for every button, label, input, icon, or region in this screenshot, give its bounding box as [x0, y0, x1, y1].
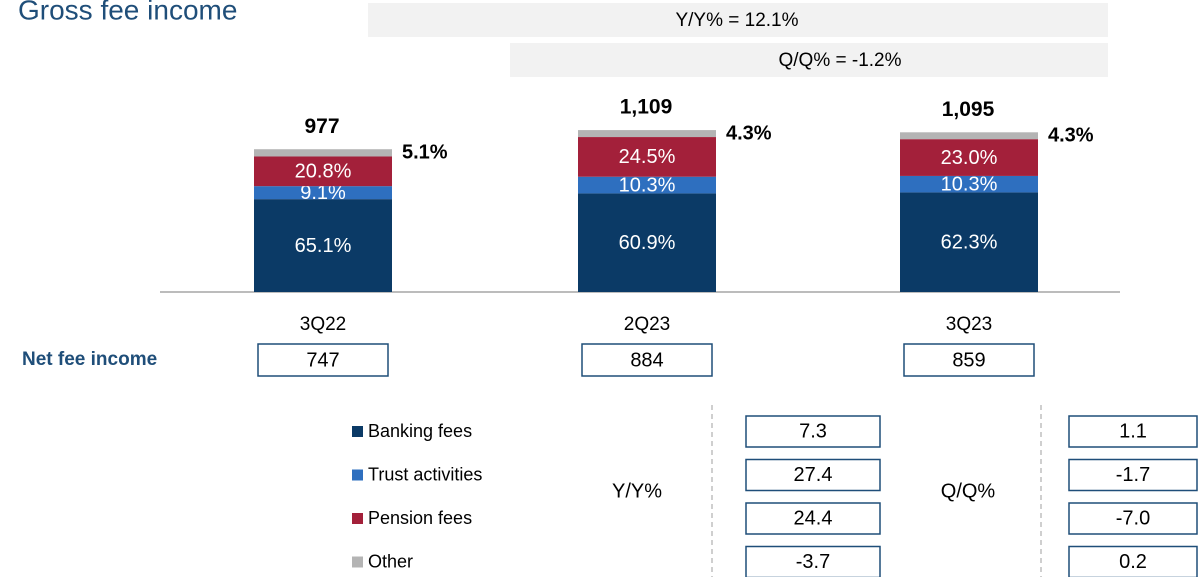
legend-label: Trust activities: [368, 464, 482, 484]
bar-segment: [578, 193, 716, 292]
legend-swatch: [352, 426, 363, 437]
net-fee-label: Net fee income: [22, 349, 157, 370]
bar-segment: [900, 192, 1038, 292]
qq-value: 1.1: [1119, 420, 1147, 442]
bar-segment: [254, 149, 392, 157]
segment-label: 24.5%: [619, 146, 676, 168]
qq-banner: Q/Q% = -1.2%: [778, 50, 901, 71]
yy-box: [745, 502, 881, 535]
legend-swatch: [352, 469, 363, 481]
yy-value: 27.4: [794, 464, 833, 486]
yy-banner: Y/Y% = 12.1%: [675, 10, 798, 31]
net-fee-box: [903, 343, 1035, 377]
total-label: 977: [304, 115, 339, 138]
yy-box: [745, 545, 881, 577]
qq-box: [1068, 545, 1198, 577]
qq-box: [1068, 415, 1198, 448]
qq-value: -1.7: [1116, 464, 1150, 486]
legend-label: Other: [368, 551, 413, 571]
segment-label: 5.1%: [402, 141, 448, 163]
yy-value: 7.3: [799, 420, 827, 442]
yy-banner-bg: [368, 3, 1108, 37]
segment-label: 9.1%: [300, 182, 346, 204]
bar-segment: [254, 186, 392, 200]
legend-label: Pension fees: [368, 508, 472, 528]
segment-label: 10.3%: [941, 173, 998, 195]
total-label: 1,109: [620, 96, 673, 119]
total-label: 1,095: [942, 98, 995, 121]
legend-swatch: [352, 556, 363, 568]
net-fee-value: 884: [630, 349, 663, 371]
qq-box: [1068, 458, 1198, 492]
bar-segment: [578, 137, 716, 177]
qq-label: Q/Q%: [941, 480, 996, 502]
legend-label: Banking fees: [368, 421, 472, 441]
net-fee-value: 747: [306, 349, 339, 371]
net-fee-box: [581, 343, 713, 377]
x-tick-label: 3Q22: [300, 314, 346, 335]
qq-value: -7.0: [1116, 507, 1150, 529]
qq-value: 0.2: [1119, 551, 1147, 573]
segment-label: 4.3%: [1048, 125, 1094, 147]
bar-segment: [900, 132, 1038, 140]
net-fee-value: 859: [952, 349, 985, 371]
x-tick-label: 2Q23: [624, 314, 670, 335]
segment-label: 10.3%: [619, 174, 676, 196]
bar-segment: [900, 139, 1038, 176]
qq-box: [1068, 502, 1198, 535]
bar-segment: [254, 199, 392, 292]
segment-label: 23.0%: [941, 147, 998, 169]
segment-label: 20.8%: [295, 161, 352, 183]
bar-segment: [900, 175, 1038, 193]
yy-value: -3.7: [796, 551, 830, 573]
bar-segment: [254, 156, 392, 187]
x-tick-label: 3Q23: [946, 314, 992, 335]
bar-segment: [578, 176, 716, 194]
qq-banner-bg: [510, 43, 1108, 77]
chart-title: Gross fee income: [18, 0, 237, 25]
segment-label: 60.9%: [619, 232, 676, 254]
yy-value: 24.4: [794, 507, 833, 529]
segment-label: 62.3%: [941, 231, 998, 253]
legend-swatch: [352, 513, 363, 524]
yy-label: Y/Y%: [612, 480, 662, 502]
net-fee-box: [257, 343, 389, 377]
yy-box: [745, 458, 881, 492]
yy-box: [745, 415, 881, 448]
bar-segment: [578, 130, 716, 138]
segment-label: 4.3%: [726, 122, 772, 144]
segment-label: 65.1%: [295, 235, 352, 257]
